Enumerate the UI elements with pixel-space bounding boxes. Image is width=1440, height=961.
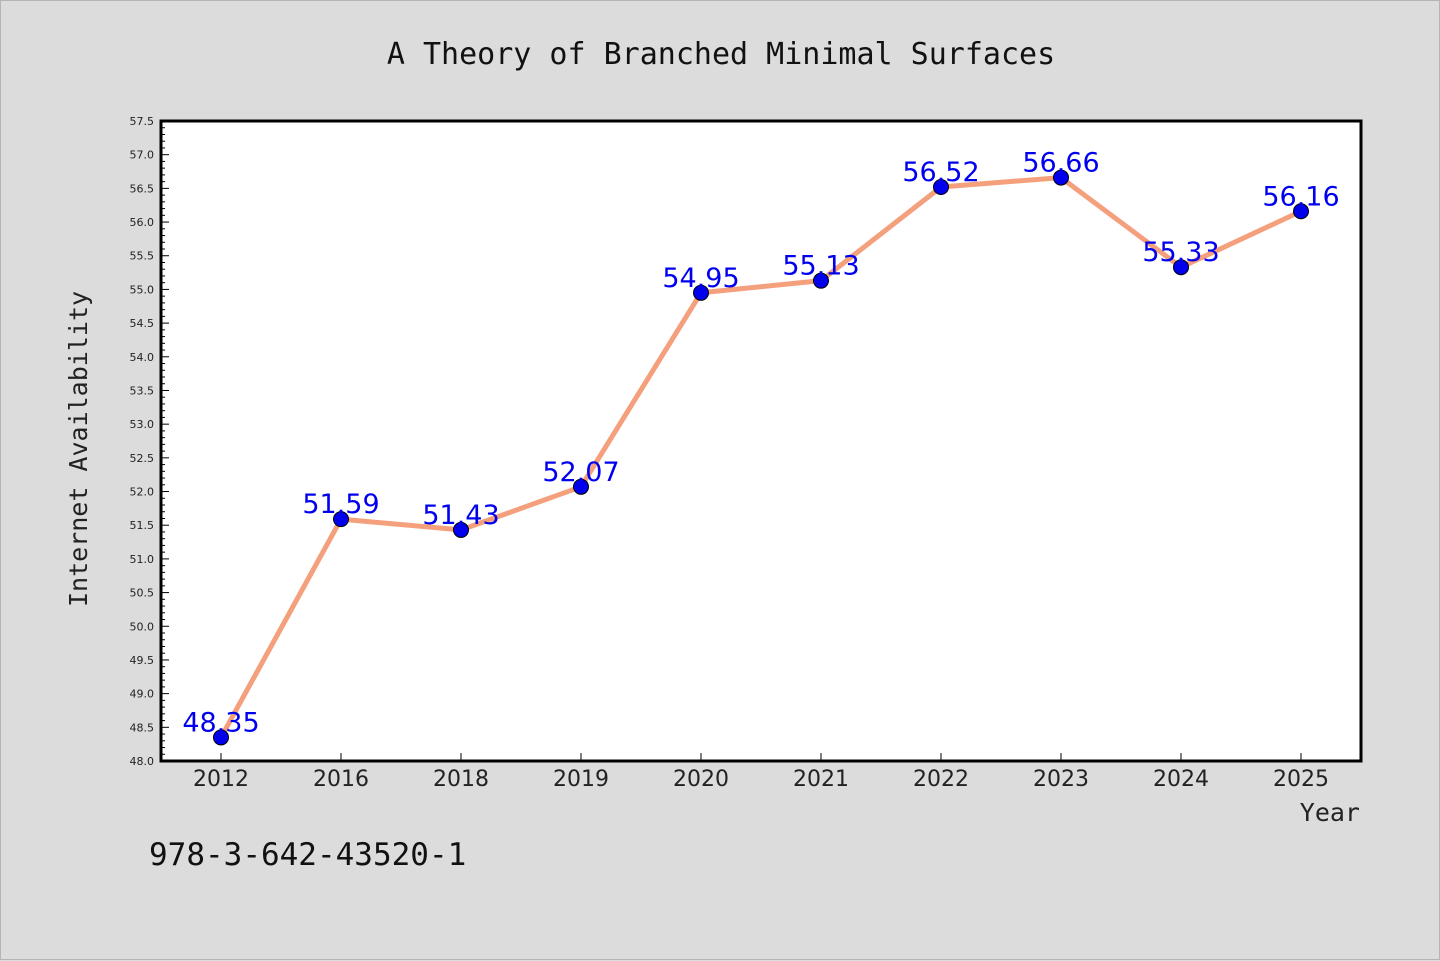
y-tick-label: 51.5 [130, 519, 155, 532]
data-label: 56.16 [1262, 181, 1339, 212]
data-label: 52.07 [542, 457, 619, 488]
data-point [1173, 259, 1189, 276]
data-point [213, 729, 229, 746]
x-tick-label: 2025 [1273, 767, 1329, 792]
y-tick-label: 55.5 [130, 250, 155, 263]
plot-area [161, 121, 1361, 761]
y-axis-title: Internet Availability [64, 291, 93, 607]
data-label: 56.66 [1022, 148, 1099, 179]
data-label: 51.43 [422, 500, 499, 531]
y-tick-label: 52.5 [130, 452, 155, 465]
data-label: 55.33 [1142, 237, 1219, 268]
x-tick-label: 2012 [193, 767, 249, 792]
isbn-label: 978-3-642-43520-1 [149, 837, 466, 873]
data-point [933, 179, 949, 196]
data-label: 55.13 [782, 251, 859, 282]
x-tick-label: 2022 [913, 767, 969, 792]
data-point [453, 521, 469, 538]
data-point [1053, 169, 1069, 186]
data-label: 48.35 [182, 707, 259, 738]
x-tick-label: 2024 [1153, 767, 1209, 792]
y-tick-label: 57.0 [130, 149, 155, 162]
x-tick-label: 2018 [433, 767, 489, 792]
x-tick-label: 2020 [673, 767, 729, 792]
data-labels: 48.35 51.59 51.43 52.07 54.95 55.13 56.52 56.66… [182, 148, 1339, 739]
chart-title: A Theory of Branched Minimal Surfaces [387, 37, 1055, 72]
y-tick-label: 50.5 [130, 587, 155, 600]
data-points [213, 169, 1309, 746]
y-tick-label: 49.0 [130, 688, 155, 701]
x-tick-label: 2023 [1033, 767, 1089, 792]
x-axis: 2012 2016 2018 2019 2020 2021 2022 2023 2024 2025 [193, 753, 1329, 792]
y-tick-label: 50.0 [130, 620, 155, 633]
data-point [813, 272, 829, 289]
data-point [1293, 203, 1309, 220]
y-tick-label: 57.5 [130, 115, 155, 128]
y-tick-label: 51.0 [130, 553, 155, 566]
y-tick-label: 54.0 [130, 351, 155, 364]
x-tick-label: 2021 [793, 767, 849, 792]
x-tick-label: 2019 [553, 767, 609, 792]
y-tick-label: 53.5 [130, 384, 155, 397]
y-tick-label: 54.5 [130, 317, 155, 330]
x-axis-title: Year [1300, 798, 1360, 827]
y-tick-label: 49.5 [130, 654, 155, 667]
y-tick-label: 55.0 [130, 283, 155, 296]
y-tick-label: 56.0 [130, 216, 155, 229]
y-tick-label: 48.0 [130, 755, 155, 768]
y-tick-label: 56.5 [130, 182, 155, 195]
plot-frame [159, 119, 1363, 763]
y-tick-label: 53.0 [130, 418, 155, 431]
data-point [573, 478, 589, 495]
data-point [693, 284, 709, 301]
data-label: 51.59 [302, 489, 379, 520]
x-tick-label: 2016 [313, 767, 369, 792]
y-tick-label: 48.5 [130, 721, 155, 734]
data-label: 56.52 [902, 157, 979, 188]
data-label: 54.95 [662, 263, 739, 294]
series-line [218, 175, 1304, 740]
data-point [333, 511, 349, 528]
y-tick-label: 52.0 [130, 486, 155, 499]
